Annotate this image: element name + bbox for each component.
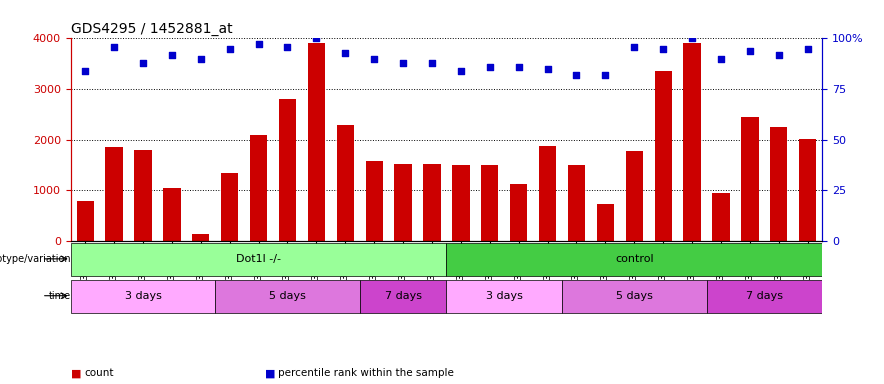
- Bar: [539, 146, 556, 241]
- Bar: [77, 200, 94, 241]
- Bar: [423, 164, 440, 241]
- Bar: [626, 151, 643, 241]
- Text: 3 days: 3 days: [125, 291, 162, 301]
- Text: 5 days: 5 days: [269, 291, 306, 301]
- Text: 7 days: 7 days: [385, 291, 422, 301]
- Bar: [221, 173, 239, 241]
- Point: [483, 64, 497, 70]
- Text: 7 days: 7 days: [746, 291, 783, 301]
- Text: control: control: [615, 254, 653, 264]
- Point: [714, 56, 728, 62]
- FancyBboxPatch shape: [71, 243, 446, 276]
- Bar: [741, 117, 758, 241]
- Point: [656, 45, 670, 51]
- Point: [223, 45, 237, 51]
- Text: percentile rank within the sample: percentile rank within the sample: [278, 368, 454, 378]
- FancyBboxPatch shape: [215, 280, 360, 313]
- Bar: [510, 184, 528, 241]
- Text: ■: ■: [71, 368, 81, 378]
- FancyBboxPatch shape: [360, 280, 446, 313]
- Point: [136, 60, 150, 66]
- Bar: [481, 165, 499, 241]
- Bar: [250, 135, 267, 241]
- Bar: [713, 193, 729, 241]
- Bar: [597, 204, 614, 241]
- Bar: [394, 164, 412, 241]
- Point: [685, 35, 699, 41]
- Point: [628, 43, 642, 50]
- Text: 5 days: 5 days: [616, 291, 652, 301]
- Point: [194, 56, 208, 62]
- Bar: [568, 165, 585, 241]
- Text: time: time: [49, 291, 71, 301]
- Point: [598, 72, 613, 78]
- Point: [801, 45, 815, 51]
- Text: count: count: [84, 368, 113, 378]
- Bar: [278, 99, 296, 241]
- Point: [425, 60, 439, 66]
- Bar: [453, 165, 469, 241]
- Bar: [164, 188, 180, 241]
- Point: [252, 41, 266, 48]
- Bar: [134, 150, 152, 241]
- Bar: [365, 161, 383, 241]
- Bar: [337, 124, 354, 241]
- FancyBboxPatch shape: [706, 280, 822, 313]
- Bar: [192, 233, 210, 241]
- Point: [107, 43, 121, 50]
- Text: genotype/variation: genotype/variation: [0, 254, 71, 264]
- Text: Dot1l -/-: Dot1l -/-: [236, 254, 281, 264]
- Bar: [654, 71, 672, 241]
- Point: [309, 35, 324, 41]
- Point: [339, 50, 353, 56]
- Point: [569, 72, 583, 78]
- FancyBboxPatch shape: [446, 280, 562, 313]
- Text: GDS4295 / 1452881_at: GDS4295 / 1452881_at: [71, 22, 232, 36]
- FancyBboxPatch shape: [446, 243, 822, 276]
- Point: [512, 64, 526, 70]
- Text: 3 days: 3 days: [486, 291, 522, 301]
- Bar: [799, 139, 816, 241]
- Bar: [683, 43, 701, 241]
- Point: [396, 60, 410, 66]
- Point: [453, 68, 468, 74]
- Bar: [308, 43, 325, 241]
- Point: [743, 48, 757, 54]
- FancyBboxPatch shape: [562, 280, 706, 313]
- Bar: [105, 147, 123, 241]
- Text: ■: ■: [265, 368, 276, 378]
- Point: [367, 56, 381, 62]
- Point: [540, 66, 554, 72]
- Point: [772, 51, 786, 58]
- Bar: [770, 127, 788, 241]
- FancyBboxPatch shape: [71, 280, 215, 313]
- Point: [280, 43, 294, 50]
- Point: [78, 68, 92, 74]
- Point: [164, 51, 179, 58]
